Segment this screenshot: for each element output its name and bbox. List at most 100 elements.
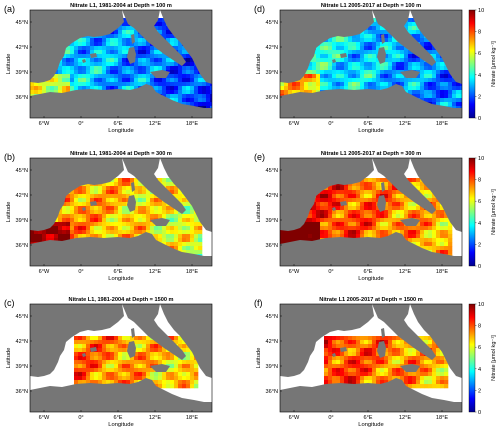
data-cell: [162, 78, 167, 83]
data-cell: [340, 50, 345, 55]
data-cell: [158, 178, 163, 183]
data-cell: [110, 348, 115, 353]
data-cell: [384, 186, 389, 191]
data-cell: [178, 218, 183, 223]
data-cell: [420, 226, 425, 231]
data-cell: [70, 214, 75, 219]
data-cell: [312, 78, 317, 83]
data-cell: [428, 90, 433, 95]
data-cell: [66, 62, 71, 67]
data-cell: [380, 380, 385, 385]
data-cell: [142, 218, 147, 223]
data-cell: [30, 82, 35, 87]
data-cell: [106, 372, 111, 377]
data-cell: [170, 38, 175, 43]
data-cell: [158, 348, 163, 353]
data-cell: [114, 376, 119, 381]
data-cell: [344, 62, 349, 67]
data-cell: [324, 352, 329, 357]
data-cell: [74, 340, 79, 345]
data-cell: [82, 82, 87, 87]
data-cell: [368, 50, 373, 55]
data-cell: [348, 356, 353, 361]
data-cell: [348, 86, 353, 91]
data-cell: [396, 376, 401, 381]
data-cell: [436, 70, 441, 75]
data-cell: [162, 26, 167, 31]
data-cell: [138, 352, 143, 357]
data-cell: [118, 78, 123, 83]
data-cell: [138, 348, 143, 353]
data-cell: [384, 58, 389, 63]
data-cell: [194, 380, 199, 385]
data-cell: [280, 234, 285, 239]
data-cell: [316, 222, 321, 227]
data-cell: [150, 372, 155, 377]
data-cell: [198, 86, 203, 91]
data-cell: [174, 376, 179, 381]
data-cell: [348, 368, 353, 373]
data-cell: [86, 198, 91, 203]
data-cell: [364, 42, 369, 47]
data-cell: [154, 206, 159, 211]
data-cell: [328, 86, 333, 91]
data-cell: [432, 214, 437, 219]
data-cell: [98, 340, 103, 345]
data-cell: [404, 46, 409, 51]
data-cell: [388, 206, 393, 211]
data-cell: [320, 50, 325, 55]
data-cell: [154, 202, 159, 207]
data-cell: [344, 360, 349, 365]
data-cell: [428, 376, 433, 381]
data-cell: [190, 62, 195, 67]
data-cell: [174, 86, 179, 91]
data-cell: [328, 186, 333, 191]
data-cell: [368, 66, 373, 71]
data-cell: [114, 190, 119, 195]
data-cell: [384, 230, 389, 235]
data-cell: [134, 340, 139, 345]
data-cell: [392, 66, 397, 71]
data-cell: [316, 66, 321, 71]
data-cell: [392, 74, 397, 79]
data-cell: [348, 78, 353, 83]
data-cell: [114, 34, 119, 39]
data-cell: [166, 226, 171, 231]
x-tick-label: 0°: [78, 415, 83, 421]
data-cell: [114, 182, 119, 187]
data-cell: [38, 86, 43, 91]
data-cell: [388, 70, 393, 75]
data-cell: [316, 70, 321, 75]
data-cell: [190, 98, 195, 103]
data-cell: [424, 222, 429, 227]
data-cell: [348, 38, 353, 43]
data-cell: [154, 372, 159, 377]
data-cell: [78, 38, 83, 43]
data-cell: [118, 226, 123, 231]
data-cell: [304, 70, 309, 75]
data-cell: [174, 210, 179, 215]
data-cell: [292, 90, 297, 95]
y-tick-label: 45°N: [16, 314, 29, 320]
data-cell: [94, 78, 99, 83]
data-cell: [106, 50, 111, 55]
data-cell: [166, 78, 171, 83]
data-cell: [456, 82, 461, 87]
data-cell: [38, 82, 43, 87]
data-cell: [300, 82, 305, 87]
data-cell: [444, 384, 449, 389]
data-cell: [408, 356, 413, 361]
data-cell: [372, 182, 377, 187]
data-cell: [90, 340, 95, 345]
data-cell: [432, 376, 437, 381]
data-cell: [82, 360, 87, 365]
data-cell: [424, 242, 429, 247]
data-cell: [372, 46, 377, 51]
data-cell: [186, 206, 191, 211]
x-tick-label: 0°: [328, 269, 333, 275]
data-cell: [182, 368, 187, 373]
data-cell: [146, 360, 151, 365]
data-cell: [186, 98, 191, 103]
